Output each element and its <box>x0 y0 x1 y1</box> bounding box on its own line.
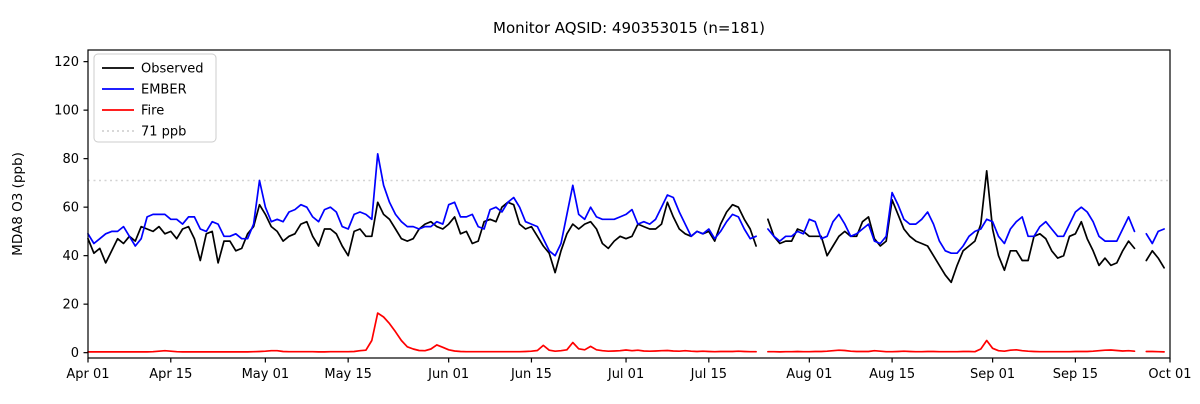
series-observed-line <box>87 169 1165 284</box>
legend: Observed EMBER Fire 71 ppb <box>93 53 217 143</box>
series-fire-line <box>87 312 1165 353</box>
x-tick-label: Aug 15 <box>869 367 915 382</box>
x-tick-label: May 01 <box>242 367 290 382</box>
series-ember-line <box>87 152 1165 257</box>
y-tick-label: 80 <box>62 152 79 167</box>
y-tick-label: 120 <box>54 55 79 70</box>
legend-observed-label: Observed <box>141 62 204 77</box>
x-tick-label: Jun 15 <box>510 367 552 382</box>
x-tick-label: May 15 <box>324 367 372 382</box>
x-tick-label: Apr 15 <box>149 367 192 382</box>
x-tick-label: Sep 15 <box>1053 367 1098 382</box>
y-axis-label: MDA8 O3 (ppb) <box>10 152 26 256</box>
legend-threshold-label: 71 ppb <box>141 125 186 140</box>
x-tick-label: Sep 01 <box>970 367 1015 382</box>
plot-area: 0 20 40 60 80 100 120 Apr 01 Apr 15 May 01 May 15 J… <box>54 55 1191 382</box>
x-tick-label: Jul 01 <box>607 367 644 382</box>
y-tick-label: 100 <box>54 104 79 119</box>
x-tick-label: Apr 01 <box>66 367 109 382</box>
x-tick-label: Oct 01 <box>1148 367 1191 382</box>
legend-fire-label: Fire <box>141 104 164 119</box>
legend-ember-label: EMBER <box>141 83 187 98</box>
y-tick-label: 40 <box>62 249 79 264</box>
x-tick-label: Aug 01 <box>786 367 832 382</box>
x-tick-label: Jun 01 <box>427 367 469 382</box>
y-tick-label: 20 <box>62 298 79 313</box>
y-tick-label: 60 <box>62 201 79 216</box>
y-tick-label: 0 <box>71 346 79 361</box>
plot-border <box>87 49 1171 359</box>
legend-box <box>93 53 217 143</box>
chart-title: Monitor AQSID: 490353015 (n=181) <box>493 19 765 37</box>
x-tick-label: Jul 15 <box>690 367 727 382</box>
